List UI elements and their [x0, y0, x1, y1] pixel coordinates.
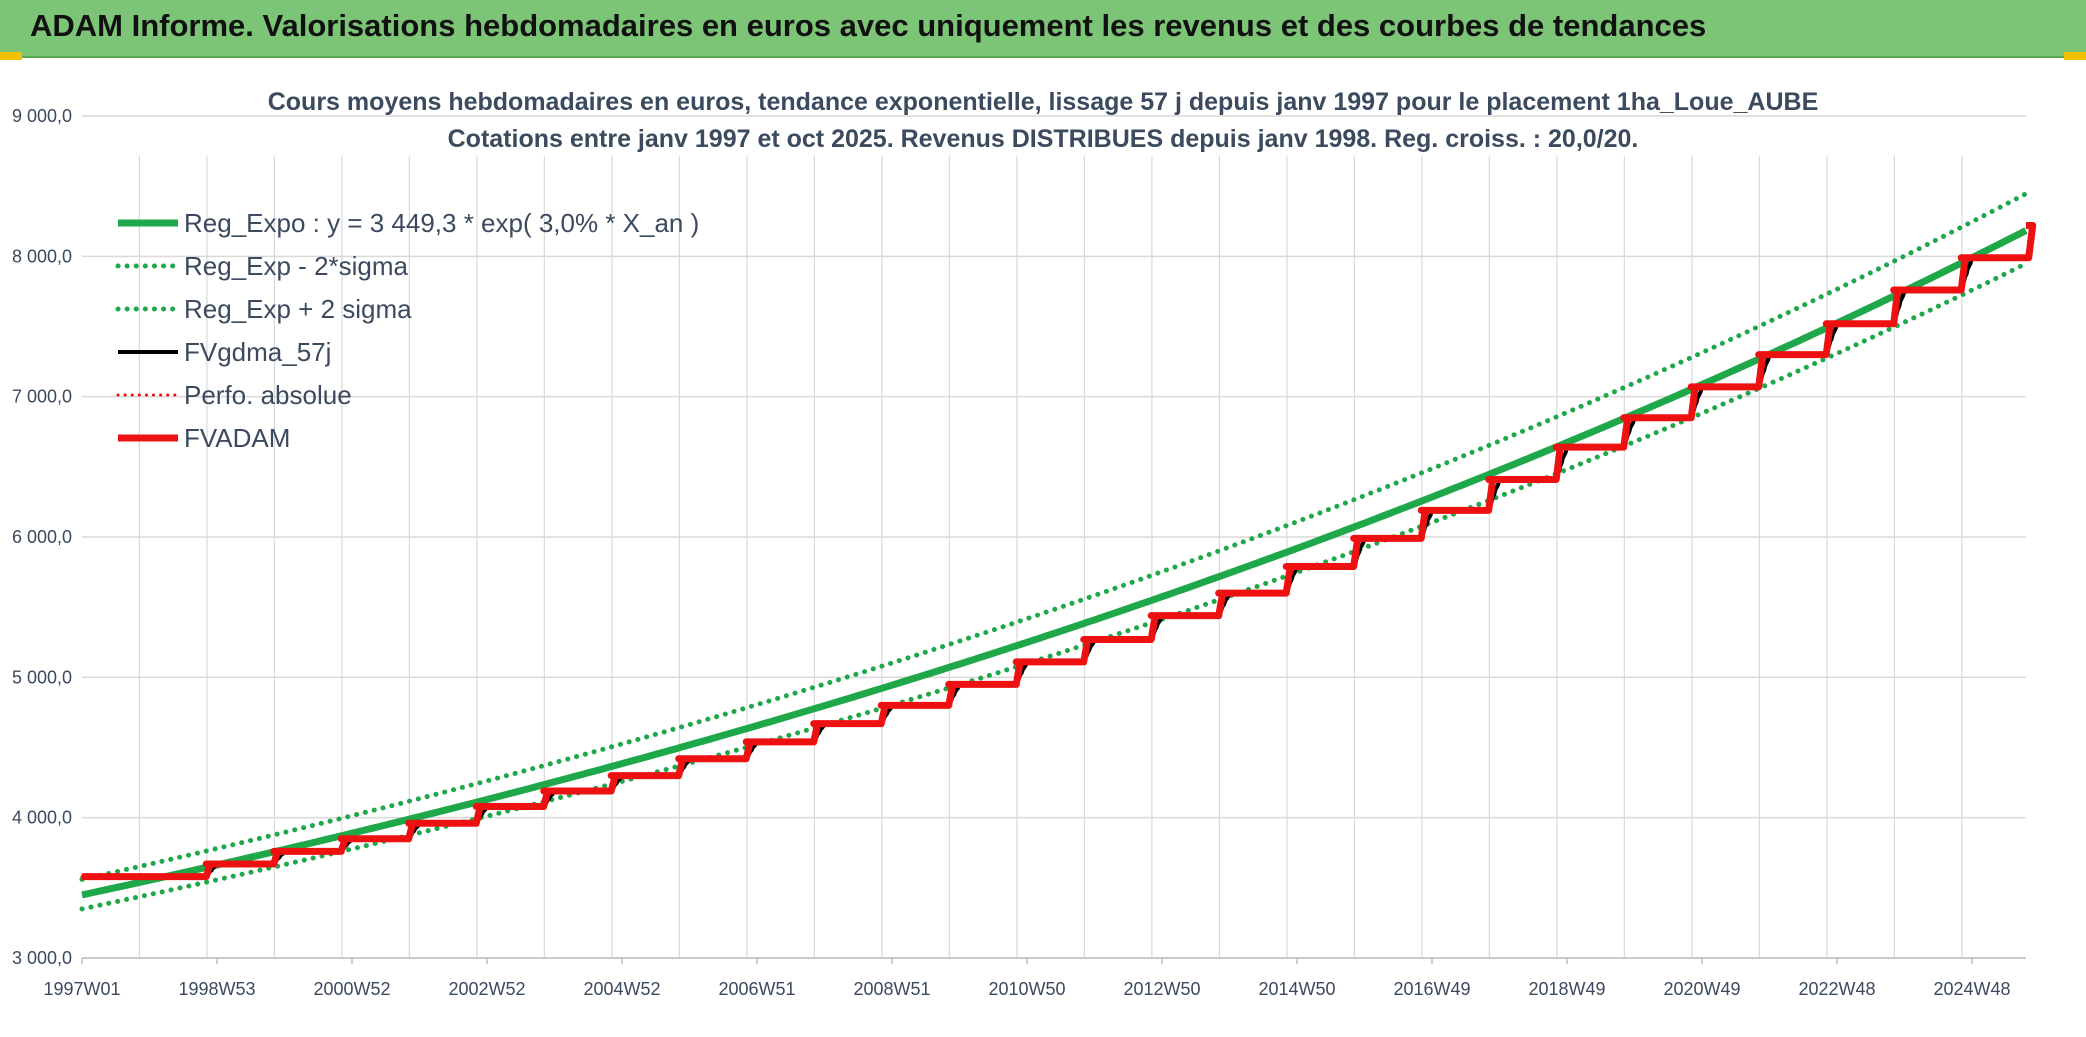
x-tick-label: 2010W50	[988, 979, 1065, 999]
y-tick-label: 9 000,0	[12, 106, 72, 126]
x-tick-label: 2000W52	[313, 979, 390, 999]
x-tick-label: 2006W51	[718, 979, 795, 999]
legend-reg-exp-minus-label: Reg_Exp - 2*sigma	[184, 251, 409, 281]
report-title: ADAM Informe. Valorisations hebdomadaire…	[30, 8, 1707, 43]
y-tick-label: 6 000,0	[12, 527, 72, 547]
series-reg-exp-plus-2sigma	[79, 191, 2029, 882]
legend: Reg_Expo : y = 3 449,3 * exp( 3,0% * X_a…	[115, 208, 699, 453]
x-tick-label: 2016W49	[1393, 979, 1470, 999]
corner-mark-right	[2064, 52, 2086, 60]
series-perfo-absolue	[80, 223, 2035, 879]
x-tick-label: 1998W53	[178, 979, 255, 999]
chart-subtitle: Cotations entre janv 1997 et oct 2025. R…	[448, 125, 1639, 153]
line-chart: 3 000,0 4 000,0 5 000,0 6 000,0 7 000,0 8 000…	[12, 88, 2037, 999]
legend-reg-expo-label: Reg_Expo : y = 3 449,3 * exp( 3,0% * X_a…	[184, 208, 699, 238]
chart-area: 3 000,0 4 000,0 5 000,0 6 000,0 7 000,0 8 000…	[0, 60, 2086, 1037]
y-tick-label: 8 000,0	[12, 246, 72, 266]
x-tick-label: 2022W48	[1798, 979, 1875, 999]
x-tick-label: 2020W49	[1663, 979, 1740, 999]
series	[79, 191, 2037, 912]
chart-title: Cours moyens hebdomadaires en euros, ten…	[268, 88, 1819, 116]
x-tick-label: 2018W49	[1528, 979, 1605, 999]
x-tick-label: 2014W50	[1258, 979, 1335, 999]
y-tick-label: 5 000,0	[12, 667, 72, 687]
legend-fvgdma-label: FVgdma_57j	[184, 337, 331, 367]
x-tick-label: 2012W50	[1123, 979, 1200, 999]
report-banner: ADAM Informe. Valorisations hebdomadaire…	[0, 0, 2086, 58]
y-tick-label: 3 000,0	[12, 948, 72, 968]
axes: 3 000,0 4 000,0 5 000,0 6 000,0 7 000,0 8 000…	[12, 106, 2026, 999]
legend-reg-exp-plus-label: Reg_Exp + 2 sigma	[184, 294, 412, 324]
x-tick-label: 2004W52	[583, 979, 660, 999]
x-tick-label: 1997W01	[43, 979, 120, 999]
legend-fvadam-label: FVADAM	[184, 423, 290, 453]
series-reg-expo	[81, 227, 2028, 899]
grid	[82, 115, 2026, 959]
x-tick-label: 2002W52	[448, 979, 525, 999]
y-tick-label: 7 000,0	[12, 387, 72, 407]
legend-perfo-absolue-label: Perfo. absolue	[184, 380, 352, 410]
x-tick-label: 2024W48	[1933, 979, 2010, 999]
y-tick-label: 4 000,0	[12, 808, 72, 828]
corner-mark-left	[0, 52, 22, 60]
series-fvgdma-57j	[81, 255, 2027, 879]
x-tick-label: 2008W51	[853, 979, 930, 999]
